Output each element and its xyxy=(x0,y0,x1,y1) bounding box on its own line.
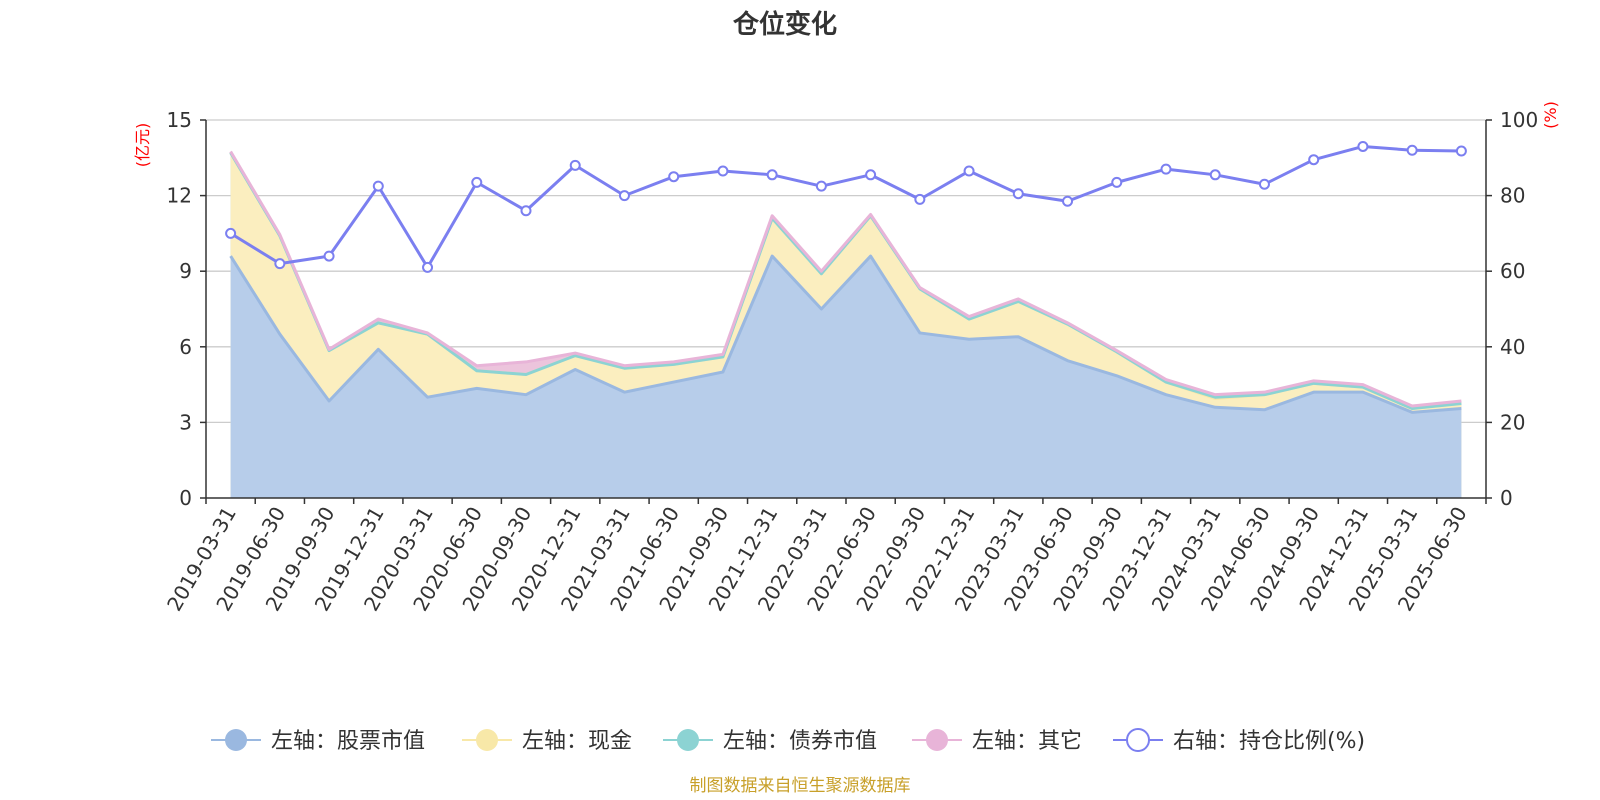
right-axis-unit: (%) xyxy=(1541,101,1560,129)
left-tick-label: 3 xyxy=(179,410,192,434)
left-axis-unit: (亿元) xyxy=(133,123,152,168)
ratio-point xyxy=(1308,154,1320,166)
legend-label: 右轴：持仓比例(%) xyxy=(1173,729,1365,754)
legend-label: 左轴：其它 xyxy=(972,729,1082,754)
left-tick-label: 15 xyxy=(167,108,192,132)
ratio-point xyxy=(323,250,335,262)
legend-item[interactable]: 右轴：持仓比例(%) xyxy=(1113,728,1365,754)
legend-marker xyxy=(1126,728,1150,752)
ratio-point xyxy=(422,261,434,273)
chart-title: 仓位变化 xyxy=(732,9,837,40)
right-tick-label: 80 xyxy=(1500,184,1525,208)
ratio-point xyxy=(668,171,680,183)
area-layers xyxy=(229,150,1462,498)
ratio-point xyxy=(717,165,729,177)
ratio-point xyxy=(865,169,877,181)
source-note: 制图数据来自恒生聚源数据库 xyxy=(690,776,911,796)
ratio-point xyxy=(914,193,926,205)
right-tick-label: 60 xyxy=(1500,259,1525,283)
ratio-point xyxy=(1012,188,1024,200)
legend-marker xyxy=(926,729,948,751)
ratio-point xyxy=(963,165,975,177)
right-tick-label: 0 xyxy=(1500,486,1513,510)
ratio-point xyxy=(1062,195,1074,207)
legend: 左轴：股票市值 左轴：现金 左轴：债券市值 左轴：其它 右轴：持仓比例(%) xyxy=(211,728,1365,754)
ratio-point xyxy=(520,205,532,217)
legend-marker xyxy=(677,729,699,751)
ratio-point xyxy=(274,258,286,270)
ratio-point xyxy=(1258,178,1270,190)
ratio-point xyxy=(1111,176,1123,188)
ratio-point xyxy=(815,180,827,192)
area-series-outline xyxy=(229,254,1462,414)
legend-marker xyxy=(476,729,498,751)
legend-marker xyxy=(225,729,247,751)
ratio-point xyxy=(766,169,778,181)
legend-item[interactable]: 左轴：其它 xyxy=(912,729,1082,754)
ratio-point xyxy=(569,159,581,171)
ratio-point xyxy=(1209,169,1221,181)
left-tick-label: 12 xyxy=(167,184,192,208)
right-tick-label: 40 xyxy=(1500,335,1525,359)
left-tick-label: 0 xyxy=(179,486,192,510)
area-series xyxy=(230,256,1462,498)
right-tick-label: 20 xyxy=(1500,410,1525,434)
ratio-line xyxy=(229,144,1462,269)
left-tick-label: 6 xyxy=(179,335,192,359)
legend-item[interactable]: 左轴：股票市值 xyxy=(211,729,425,754)
legend-label: 左轴：债券市值 xyxy=(723,729,877,754)
ratio-point xyxy=(225,227,237,239)
legend-label: 左轴：股票市值 xyxy=(271,729,425,754)
ratio-point xyxy=(471,176,483,188)
left-tick-label: 9 xyxy=(179,259,192,283)
ratio-point xyxy=(1406,144,1418,156)
right-tick-label: 100 xyxy=(1500,108,1538,132)
area-series-outline xyxy=(229,150,1462,408)
ratio-line-layer xyxy=(225,140,1467,273)
ratio-point xyxy=(618,190,630,202)
ratio-point xyxy=(1357,140,1369,152)
ratio-point xyxy=(1160,163,1172,175)
ratio-point xyxy=(372,180,384,192)
ratio-point xyxy=(1455,145,1467,157)
legend-label: 左轴：现金 xyxy=(522,729,632,754)
legend-item[interactable]: 左轴：债券市值 xyxy=(663,729,877,754)
legend-item[interactable]: 左轴：现金 xyxy=(462,729,632,754)
